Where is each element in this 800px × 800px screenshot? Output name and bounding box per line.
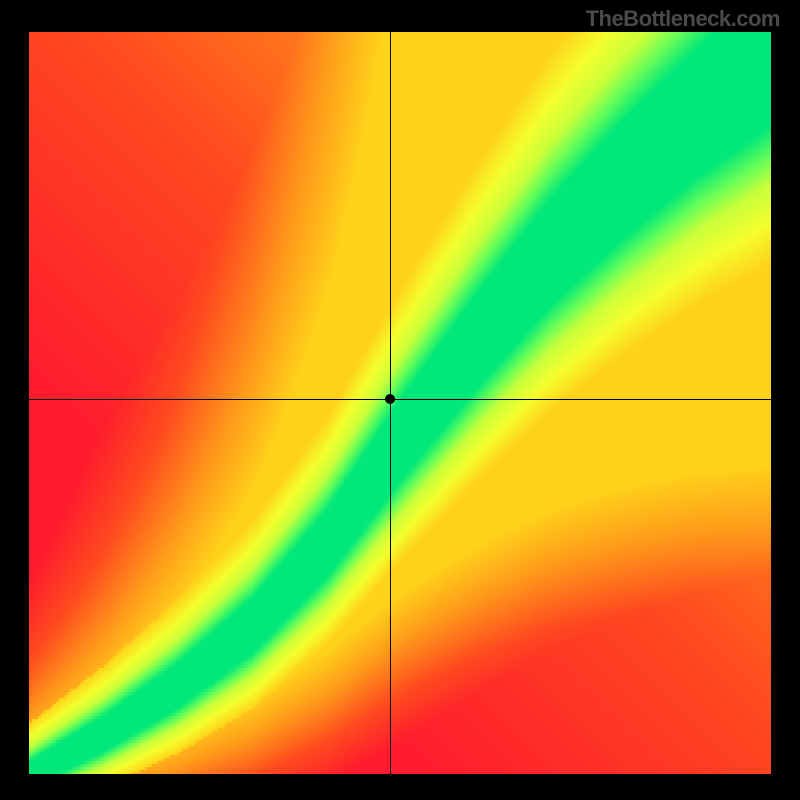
watermark-text: TheBottleneck.com — [586, 6, 780, 32]
heatmap-canvas — [29, 32, 771, 774]
bottleneck-heatmap — [29, 32, 771, 774]
